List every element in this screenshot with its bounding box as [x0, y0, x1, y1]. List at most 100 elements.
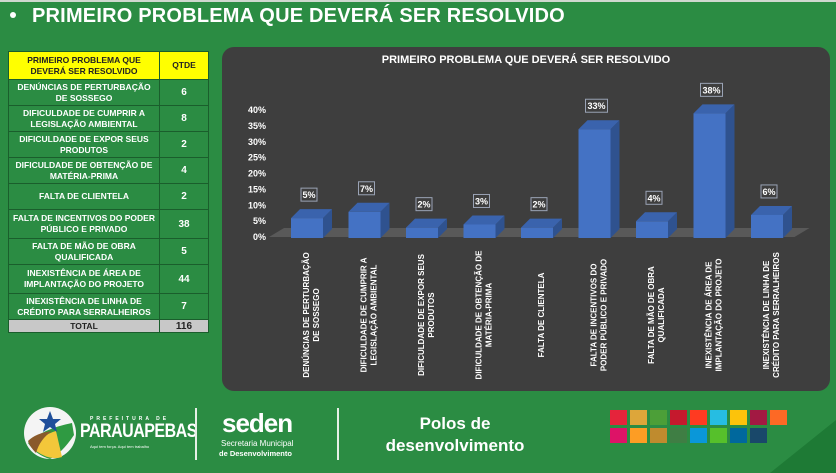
bar: [578, 129, 611, 238]
data-label: 2%: [417, 200, 430, 210]
chart-title: PRIMEIRO PROBLEMA QUE DEVERÁ SER RESOLVI…: [381, 54, 671, 66]
sdg-goal-icon: [610, 410, 627, 425]
x-category-label: DIFICULDADE DE OBTENÇÃO DE MATÉRIA-PRIMA: [475, 250, 494, 380]
bar-side: [553, 218, 562, 238]
y-tick-label: 5%: [253, 216, 266, 226]
row-qty: 2: [159, 131, 209, 158]
row-qty: 44: [159, 264, 209, 294]
data-label: 3%: [475, 196, 488, 206]
sdg-goal-icon: [710, 410, 727, 425]
sdg-goal-icon: [630, 428, 647, 443]
bar-side: [438, 218, 447, 238]
y-tick-label: 25%: [248, 153, 266, 163]
bar: [291, 218, 323, 238]
bar-side: [610, 120, 620, 238]
bar: [636, 221, 668, 238]
x-category-label-line: IMPLANTAÇÃO DO PROJETO: [715, 258, 724, 371]
x-category-label-line: DIFICULDADE DE OBTENÇÃO DE: [475, 250, 484, 380]
x-category-label-line: INEXISTÊNCIA DE ÁREA DE: [705, 261, 714, 369]
y-tick-label: 20%: [248, 169, 266, 179]
row-qty: 5: [159, 238, 209, 265]
chart-panel: PRIMEIRO PROBLEMA QUE DEVERÁ SER RESOLVI…: [222, 47, 830, 391]
table-row: DIFICULDADE DE EXPOR SEUS PRODUTOS 2: [8, 131, 209, 158]
x-category-label-line: DIFICULDADE DE CUMPRIR A: [360, 257, 369, 372]
sdg-goal-icon: [750, 428, 767, 443]
total-label: TOTAL: [8, 319, 160, 333]
sdg-goal-icon: [750, 410, 767, 425]
row-label: DIFICULDADE DE OBTENÇÃO DE MATÉRIA-PRIMA: [8, 157, 160, 184]
data-label-box: [585, 98, 608, 113]
footer-divider: [337, 408, 339, 460]
table-row: FALTA DE INCENTIVOS DO PODER PÚBLICO E P…: [8, 209, 209, 239]
bar-top: [521, 218, 562, 228]
data-label-box: [760, 184, 778, 199]
bar-top: [578, 120, 620, 130]
bar-top: [693, 104, 735, 114]
bar: [348, 211, 381, 238]
x-category-label: FALTA DE CLIENTELA: [537, 272, 546, 357]
data-label: 5%: [302, 190, 315, 200]
table-row: DIFICULDADE DE CUMPRIR A LEGISLAÇÃO AMBI…: [8, 105, 209, 132]
corner-decoration: [770, 420, 836, 473]
row-qty: 8: [159, 105, 209, 132]
bar: [693, 113, 726, 238]
bar-chart: 0% 5% 10% 15% 20% 25% 30% 35% 40% 5% DENÚNCIAS DE …: [248, 82, 810, 380]
row-label: FALTA DE INCENTIVOS DO PODER PÚBLICO E P…: [8, 209, 160, 239]
y-tick-label: 30%: [248, 137, 266, 147]
y-tick-label: 15%: [248, 184, 266, 194]
sdg-goal-icon: [710, 428, 727, 443]
x-category-label-line: QUALIFICADA: [657, 287, 666, 342]
y-tick-label: 35%: [248, 121, 266, 131]
parauapebas-logo-icon: [24, 407, 76, 459]
seden-subtitle-2: de Desenvolvimento: [219, 449, 292, 458]
x-category-label: DENÚNCIAS DE PERTURBAÇÃO DE SOSSEGO: [302, 252, 321, 377]
sdg-goal-icon: [650, 428, 667, 443]
header-qty: QTDE: [159, 51, 209, 80]
bar-side: [783, 205, 792, 238]
bar: [406, 227, 438, 238]
data-label: 6%: [762, 187, 775, 197]
x-category-label-line: FALTA DE INCENTIVOS DO: [590, 264, 599, 367]
row-qty: 38: [159, 209, 209, 239]
row-qty: 7: [159, 293, 209, 320]
bar-top: [636, 212, 677, 222]
bar-side: [495, 215, 505, 238]
total-qty: 116: [159, 319, 209, 333]
bar-side: [323, 209, 332, 238]
table-row: DENÚNCIAS DE PERTURBAÇÃO DE SOSSEGO 6: [8, 79, 209, 106]
polos-line-2: desenvolvimento: [385, 436, 525, 455]
sdg-goal-icon: [770, 410, 787, 425]
x-category-label: FALTA DE MÃO DE OBRA QUALIFICADA: [647, 266, 666, 364]
sdg-goal-icon: [770, 428, 787, 443]
y-tick-label: 0%: [253, 232, 266, 242]
table-header-row: PRIMEIRO PROBLEMA QUE DEVERÁ SER RESOLVI…: [8, 51, 209, 80]
y-tick-label: 10%: [248, 200, 266, 210]
row-label: DIFICULDADE DE CUMPRIR A LEGISLAÇÃO AMBI…: [8, 105, 160, 132]
page-heading-text: PRIMEIRO PROBLEMA QUE DEVERÁ SER RESOLVI…: [32, 5, 565, 27]
polos-title: Polos de desenvolvimento: [360, 413, 550, 457]
sdg-icons-grid: [610, 410, 787, 443]
sdg-goal-icon: [670, 428, 687, 443]
summary-table: PRIMEIRO PROBLEMA QUE DEVERÁ SER RESOLVI…: [8, 51, 209, 333]
sdg-goal-icon: [650, 410, 667, 425]
footer-divider: [195, 408, 197, 460]
data-label-box: [645, 190, 663, 205]
x-category-label: DIFICULDADE DE CUMPRIR A LEGISLAÇÃO AMBIE…: [360, 257, 379, 372]
sdg-goal-icon: [670, 410, 687, 425]
data-label-box: [530, 197, 548, 212]
sdg-goal-icon: [690, 410, 707, 425]
sdg-goal-icon: [690, 428, 707, 443]
seden-subtitle-1: Secretaria Municipal: [221, 439, 294, 448]
data-label: 2%: [532, 200, 545, 210]
sdg-goal-icon: [730, 428, 747, 443]
x-category-label: FALTA DE INCENTIVOS DO PODER PÚBLICO E PR…: [590, 259, 609, 371]
x-category-label: DIFICULDADE DE EXPOR SEUS PRODUTOS: [417, 253, 436, 375]
x-category-label-line: PRODUTOS: [427, 292, 436, 338]
table-row: INEXISTÊNCIA DE LINHA DE CRÉDITO PARA SE…: [8, 293, 209, 320]
x-category-label: INEXISTÊNCIA DE LINHA DE CRÉDITO PARA SER…: [762, 252, 781, 378]
x-category-label: INEXISTÊNCIA DE ÁREA DE IMPLANTAÇÃO DO PR…: [705, 258, 724, 371]
sdg-goal-icon: [730, 410, 747, 425]
data-label: 38%: [702, 85, 720, 95]
table-row: DIFICULDADE DE OBTENÇÃO DE MATÉRIA-PRIMA…: [8, 157, 209, 184]
data-label-box: [415, 197, 433, 212]
